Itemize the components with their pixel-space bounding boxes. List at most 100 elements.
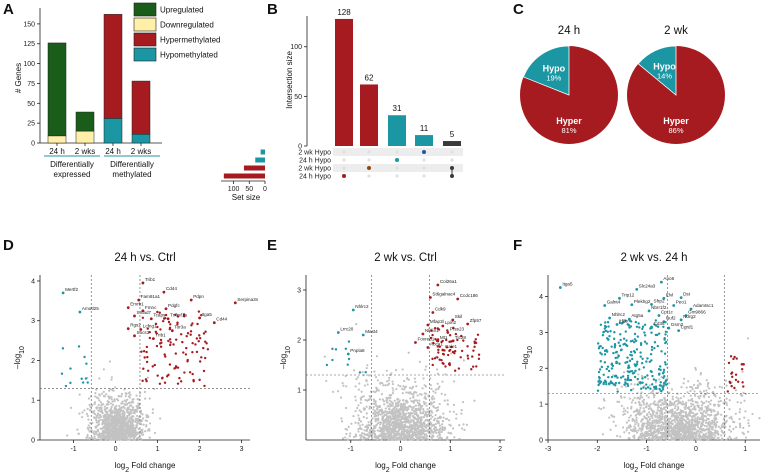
point-hypo	[633, 338, 637, 341]
point-ns	[647, 423, 650, 427]
point-ns	[101, 437, 104, 440]
point-ns	[403, 429, 406, 432]
point-hyper	[176, 315, 180, 318]
point-ns	[711, 419, 714, 422]
point-ns	[121, 406, 124, 409]
point-ns	[424, 414, 427, 417]
point-ns	[658, 378, 661, 381]
point-hypo	[619, 376, 623, 379]
point-ns	[134, 417, 137, 420]
point-ns	[373, 370, 376, 373]
point-ns	[382, 425, 385, 428]
point-ns	[423, 433, 426, 436]
point-ns	[696, 401, 699, 404]
point-ns	[438, 402, 441, 406]
point-ns	[92, 416, 96, 419]
point-hyper	[437, 351, 440, 354]
point-ns	[663, 411, 666, 415]
point-ns	[425, 437, 428, 440]
point-ns	[691, 411, 694, 414]
point-ns	[667, 417, 670, 420]
point-ns	[344, 427, 347, 431]
point-hypo	[629, 353, 632, 357]
point-ns	[710, 399, 713, 402]
point-hyper	[433, 326, 437, 330]
point-ns	[98, 393, 101, 396]
gene-point	[635, 287, 639, 291]
point-ns	[342, 384, 345, 387]
point-ns	[658, 414, 662, 417]
point-ns	[395, 424, 398, 427]
point-ns	[696, 379, 699, 382]
point-ns	[395, 408, 398, 412]
point-ns	[419, 433, 422, 436]
point-ns	[700, 408, 703, 411]
legend-hypermethylated: Hypermethylated	[160, 36, 220, 45]
point-ns	[699, 438, 702, 441]
point-hypo	[616, 390, 619, 393]
point-ns	[692, 437, 695, 441]
point-ns	[680, 385, 683, 389]
point-ns	[720, 434, 723, 437]
point-ns	[368, 394, 371, 398]
point-ns	[678, 433, 681, 436]
point-ns	[392, 415, 395, 418]
point-ns	[347, 425, 350, 429]
point-ns	[98, 409, 101, 412]
point-hypo	[631, 357, 634, 361]
point-ns	[735, 436, 738, 439]
volcano-xtick-label: 3	[240, 446, 244, 453]
volcano-title: 24 h vs. Ctrl	[114, 252, 175, 264]
point-ns	[95, 416, 98, 419]
point-ns	[399, 385, 402, 388]
point-ns	[436, 421, 439, 424]
point-ns	[707, 431, 711, 434]
point-ns	[458, 424, 461, 427]
point-ns	[738, 408, 742, 411]
point-ns	[741, 394, 744, 397]
gene-point	[141, 281, 145, 285]
point-ns	[137, 417, 140, 420]
point-ns	[134, 431, 137, 434]
point-ns	[398, 428, 401, 431]
point-ns	[97, 403, 100, 407]
point-ns	[638, 409, 641, 412]
point-ns	[720, 438, 723, 442]
point-ns	[679, 423, 682, 426]
panel-a-xtick-label: 2 wks	[75, 147, 95, 156]
point-ns	[697, 426, 700, 429]
point-hyper	[477, 353, 481, 356]
point-ns	[739, 424, 742, 427]
point-ns	[98, 399, 101, 402]
pie-label-hypo-name: Hypo	[653, 62, 676, 72]
volcano-xlabel: log2 Fold change	[624, 461, 685, 474]
point-hypo	[628, 378, 631, 382]
point-ns	[636, 397, 639, 400]
point-ns	[405, 425, 409, 428]
point-ns	[382, 430, 385, 433]
point-ns	[413, 424, 417, 427]
point-ns	[105, 424, 108, 427]
gene-label: Dst	[683, 292, 691, 297]
point-ns	[426, 434, 429, 438]
point-ns	[718, 385, 721, 388]
point-ns	[628, 431, 631, 435]
point-ns	[389, 427, 392, 430]
point-ns	[346, 438, 350, 441]
point-ns	[416, 418, 420, 422]
bar-downregulated	[75, 130, 95, 144]
point-ns	[684, 404, 688, 407]
point-hyper	[143, 356, 146, 359]
point-ns	[698, 409, 701, 412]
point-hyper	[436, 356, 439, 359]
panel-a-legend: Upregulated Downregulated Hypermethylate…	[133, 2, 220, 62]
point-hypo	[634, 364, 637, 368]
gene-point	[615, 323, 619, 326]
point-ns	[677, 411, 681, 414]
point-hypo	[658, 372, 661, 375]
point-ns	[412, 415, 415, 418]
point-ns	[746, 430, 750, 433]
legend-swatch-down	[133, 17, 157, 32]
point-ns	[710, 408, 713, 412]
point-ns	[666, 377, 669, 380]
